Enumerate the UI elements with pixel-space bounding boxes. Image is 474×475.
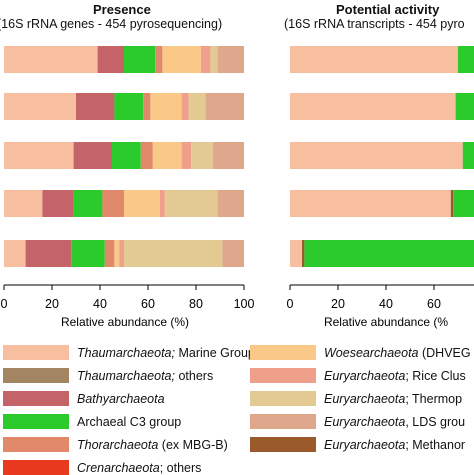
activity-tick-label: 60 [427, 297, 441, 311]
presence-bar-5-segment-5 [104, 240, 115, 267]
legend-item-c3: Archaeal C3 group [3, 414, 181, 429]
presence-bar-2-segment-9 [188, 93, 206, 120]
legend-swatch [250, 437, 316, 452]
legend-item-cren: Crenarchaeota; others [3, 460, 201, 475]
presence-bar-3-segment-5 [140, 142, 153, 169]
presence-bar-2-segment-5 [143, 93, 151, 120]
presence-bar-2-segment-4 [114, 93, 144, 120]
presence-bar-5-segment-1 [4, 240, 26, 267]
activity-tick-label: 20 [331, 297, 345, 311]
presence-bar-5-segment-8 [119, 240, 124, 267]
legend: Thaumarchaeota; Marine Group I Thaumarch… [0, 340, 474, 475]
stacked-bar-chart: Relative abundance (%) Relative abundanc… [1, 46, 474, 329]
legend-item-thaum-others: Thaumarchaeota; others [3, 368, 213, 383]
presence-bar-3-segment-9 [191, 142, 213, 169]
activity-bar-3-segment-1 [290, 142, 463, 169]
legend-swatch [3, 460, 69, 475]
presence-bar-3-segment-1 [4, 142, 74, 169]
presence-bar-1-segment-4 [124, 46, 156, 73]
presence-bar-1-segment-3 [97, 46, 124, 73]
presence-bar-2-segment-7 [150, 93, 182, 120]
activity-bar-5-segment-1 [290, 240, 302, 267]
presence-tick-label: 80 [189, 297, 203, 311]
legend-swatch [250, 345, 316, 360]
presence-tick-label: 60 [141, 297, 155, 311]
presence-bar-2-segment-10 [205, 93, 244, 120]
presence-x-axis-label: Relative abundance (%) [61, 315, 189, 329]
presence-bar-1-segment-9 [210, 46, 218, 73]
presence-bar-1-segment-10 [217, 46, 244, 73]
activity-bar-5-segment-2 [302, 240, 305, 267]
presence-bar-2-segment-3 [76, 93, 115, 120]
activity-bar-4-segment-1 [290, 190, 451, 217]
legend-swatch [3, 345, 69, 360]
presence-bar-3-segment-8 [181, 142, 192, 169]
presence-bar-3-segment-3 [73, 142, 112, 169]
legend-swatch [3, 414, 69, 429]
activity-bar-5-segment-3 [304, 240, 474, 267]
presence-subtitle: (16S rRNA genes - 454 pyrosequencing) [0, 17, 223, 31]
presence-bar-4-segment-10 [217, 190, 244, 217]
activity-title: Potential activity [336, 2, 440, 17]
presence-bar-3-segment-4 [112, 142, 141, 169]
legend-swatch [250, 368, 316, 383]
activity-subtitle: (16S rRNA transcripts - 454 pyro [284, 17, 465, 31]
legend-item-lds: Euryarchaeota, LDS grou [250, 414, 465, 429]
activity-bar-2-segment-1 [290, 93, 456, 120]
activity-bar-1-segment-3 [458, 46, 474, 73]
legend-swatch [3, 437, 69, 452]
legend-item-thermop: Euryarchaeota; Thermop [250, 391, 462, 406]
legend-swatch [250, 414, 316, 429]
presence-bar-5-segment-7 [114, 240, 120, 267]
presence-bar-1-segment-8 [200, 46, 211, 73]
presence-bar-1-segment-1 [4, 46, 98, 73]
legend-item-thaum-mgi: Thaumarchaeota; Marine Group I [3, 345, 262, 360]
activity-x-axis-label: Relative abundance (% [324, 315, 448, 329]
legend-item-rice: Euryarchaeota; Rice Clus [250, 368, 466, 383]
presence-title: Presence [93, 2, 151, 17]
presence-bar-4-segment-1 [4, 190, 43, 217]
presence-bar-4-segment-9 [164, 190, 218, 217]
activity-bar-4-segment-2 [450, 190, 454, 217]
presence-bar-4-segment-8 [160, 190, 165, 217]
presence-bar-2-segment-8 [181, 93, 189, 120]
activity-tick-label: 0 [287, 297, 294, 311]
legend-swatch [3, 391, 69, 406]
legend-swatch [3, 368, 69, 383]
activity-bar-4-segment-3 [453, 190, 474, 217]
presence-bar-4-segment-5 [102, 190, 124, 217]
presence-bar-4-segment-3 [42, 190, 74, 217]
legend-item-thor: Thorarchaeota (ex MBG-B) [3, 437, 228, 452]
presence-tick-label: 20 [45, 297, 59, 311]
activity-bar-3-segment-3 [462, 142, 474, 169]
legend-item-methano: Euryarchaeota; Methanor [250, 437, 465, 452]
presence-tick-label: 40 [93, 297, 107, 311]
presence-tick-label: 100 [234, 297, 255, 311]
presence-tick-label: 0 [1, 297, 8, 311]
legend-swatch [250, 391, 316, 406]
presence-bar-5-segment-10 [222, 240, 244, 267]
presence-bar-3-segment-7 [152, 142, 182, 169]
presence-bar-5-segment-3 [25, 240, 72, 267]
presence-bar-5-segment-9 [124, 240, 223, 267]
presence-bar-3-segment-10 [212, 142, 244, 169]
activity-bar-2-segment-3 [455, 93, 474, 120]
presence-bar-5-segment-4 [71, 240, 105, 267]
legend-item-bathy: Bathyarchaeota [3, 391, 165, 406]
presence-bar-4-segment-4 [73, 190, 103, 217]
activity-tick-label: 40 [379, 297, 393, 311]
presence-bar-1-segment-7 [162, 46, 201, 73]
legend-item-woese: Woesearchaeota (DHVEG [250, 345, 471, 360]
presence-bar-2-segment-1 [4, 93, 76, 120]
activity-bar-1-segment-1 [290, 46, 458, 73]
presence-bar-1-segment-5 [155, 46, 163, 73]
presence-bar-4-segment-7 [124, 190, 160, 217]
